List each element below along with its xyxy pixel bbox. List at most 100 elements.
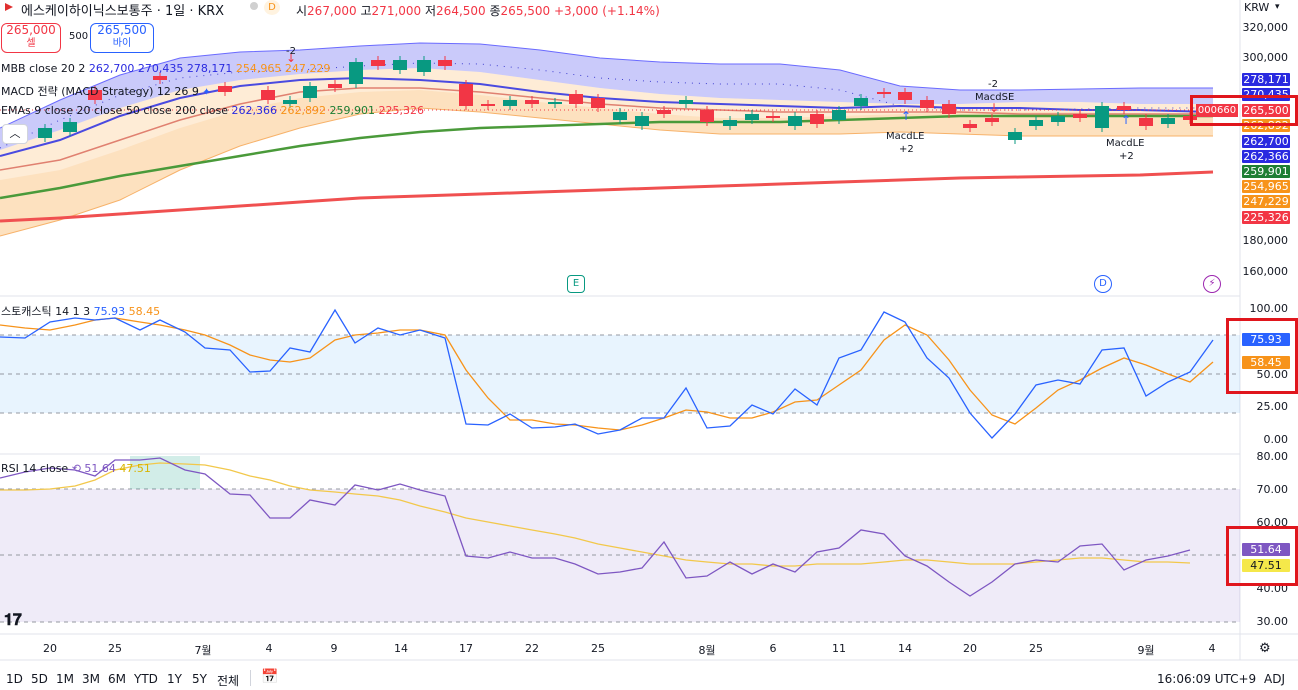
dividend-event-icon[interactable]: D: [1094, 275, 1112, 293]
candle-body: [635, 116, 649, 126]
legend-mbb-v2: 270,435: [137, 62, 184, 75]
timeframe-all[interactable]: 전체: [217, 674, 240, 688]
timeframe-1m[interactable]: 1M: [56, 672, 74, 686]
candle-body: [1029, 120, 1043, 126]
legend-mbb-v5: 247,229: [284, 62, 331, 75]
collapse-legend-button[interactable]: ︿: [2, 124, 28, 144]
highlight-box-rsi: [1226, 526, 1298, 586]
timeframe-6m[interactable]: 6M: [108, 672, 126, 686]
low-label: 저: [425, 4, 437, 18]
x-tick: 8월: [698, 644, 716, 657]
legend-emas-v3: 259,901: [329, 104, 376, 117]
x-tick: 14: [394, 642, 408, 655]
delay-badge[interactable]: D: [264, 0, 280, 15]
x-tick: 4: [265, 642, 273, 655]
stoch-tick: 50.00: [1256, 368, 1289, 381]
sparkle-icon: ✦: [202, 87, 211, 98]
candle-body: [438, 60, 452, 66]
legend-stoch-name: 스토캐스틱 14 1 3: [1, 305, 91, 318]
candle-body: [898, 92, 912, 100]
symbol-header: 에스케이하이닉스보통주 · 1일 · KRX D 시267,000 고271,0…: [0, 0, 1280, 19]
price-badge-mbb-upper: 278,171: [1242, 73, 1290, 86]
candle-body: [1161, 118, 1175, 124]
rsi-tick: 80.00: [1256, 450, 1289, 463]
candle-body: [283, 100, 297, 104]
candle-body: [218, 86, 232, 92]
rsi-overbought-fill: [130, 456, 200, 489]
candle-body: [766, 116, 780, 118]
signal-arrow-icon: ↑: [1121, 113, 1131, 127]
x-tick: 7월: [194, 644, 212, 657]
legend-rsi[interactable]: RSI 14 close ⟲ 51.64 47.51: [1, 462, 151, 475]
signal-arrow-icon: ↓: [286, 51, 296, 65]
rsi-line: [0, 457, 1191, 597]
earnings-event-icon[interactable]: E: [567, 275, 585, 293]
timeframe-ytd[interactable]: YTD: [134, 672, 158, 686]
toolbar-divider: [250, 670, 251, 686]
close-value: 265,500: [500, 4, 551, 18]
candle-body: [1073, 114, 1087, 118]
high-label: 고: [360, 4, 372, 18]
symbol-title[interactable]: 에스케이하이닉스보통주 · 1일 · KRX: [21, 4, 225, 19]
candle-body: [1117, 106, 1131, 110]
candle-body: [153, 76, 167, 80]
legend-mbb-v4: 254,965: [235, 62, 282, 75]
legend-mbb[interactable]: MBB close 20 2 262,700 270,435 278,171 2…: [1, 62, 330, 75]
candle-body: [417, 60, 431, 72]
x-tick: 22: [525, 642, 539, 655]
chevron-down-icon[interactable]: ▾: [1275, 2, 1280, 12]
tradingview-logo-icon[interactable]: 𝟏𝟕: [4, 610, 22, 629]
refresh-icon[interactable]: ⟲: [71, 462, 81, 475]
timeframe-1y[interactable]: 1Y: [167, 672, 182, 686]
legend-rsi-name: RSI 14 close: [1, 462, 69, 475]
legend-mbb-name: MBB close 20 2: [1, 62, 86, 75]
buy-button[interactable]: 265,500 바이: [90, 23, 154, 53]
candle-body: [854, 98, 868, 106]
candle-body: [920, 100, 934, 108]
market-status-dot: [250, 2, 258, 10]
calendar-range-icon[interactable]: 📅: [261, 669, 279, 685]
adjust-toggle[interactable]: ADJ: [1264, 672, 1285, 686]
stoch-badge-d: 58.45: [1242, 356, 1290, 369]
sell-button[interactable]: 265,000 셀: [1, 23, 61, 53]
candle-body: [1095, 106, 1109, 128]
x-tick: 4: [1208, 642, 1216, 655]
open-value: 267,000: [307, 4, 357, 18]
candle-body: [788, 116, 802, 126]
rsi-tick: 70.00: [1256, 483, 1289, 496]
high-value: 271,000: [371, 4, 422, 18]
signal-label: MacdLE: [886, 131, 925, 142]
legend-mbb-v3: 278,171: [186, 62, 233, 75]
clock-readout[interactable]: 16:06:09 UTC+9: [1157, 672, 1257, 686]
candle-body: [700, 110, 714, 122]
rsi-tick: 60.00: [1256, 516, 1289, 529]
ema50-line: [0, 114, 1213, 200]
timeframe-3m[interactable]: 3M: [82, 672, 100, 686]
legend-macd[interactable]: MACD 전략 (MACD Strategy) 12 26 9 ✦: [1, 83, 211, 99]
signal-label: MacdSE: [975, 92, 1015, 103]
stoch-k-line: [0, 308, 1214, 439]
price-tick: 320,000: [1242, 21, 1289, 34]
x-tick: 25: [591, 642, 605, 655]
close-label: 종: [489, 4, 501, 18]
timeframe-5d[interactable]: 5D: [31, 672, 48, 686]
timeframe-5y[interactable]: 5Y: [192, 672, 207, 686]
candle-body: [1139, 118, 1153, 126]
candle-body: [613, 112, 627, 120]
x-tick: 17: [459, 642, 473, 655]
settings-icon[interactable]: ⚙: [1259, 641, 1271, 656]
price-badge-ema9: 262,366: [1242, 150, 1290, 163]
currency-label[interactable]: KRW: [1244, 1, 1270, 14]
x-tick: 25: [1029, 642, 1043, 655]
mbb-upper-line: [0, 42, 1213, 129]
legend-stoch[interactable]: 스토캐스틱 14 1 3 75.93 58.45: [1, 303, 160, 319]
price-tick: 300,000: [1242, 51, 1289, 64]
candle-body: [481, 104, 495, 106]
signal-arrow-icon: ↓: [989, 101, 999, 115]
legend-stoch-k: 75.93: [93, 305, 126, 318]
rsi-badge-ma: 47.51: [1242, 559, 1290, 572]
timeframe-1d[interactable]: 1D: [6, 672, 23, 686]
split-event-icon[interactable]: ⚡: [1203, 275, 1221, 293]
legend-emas[interactable]: EMAs 9 close 20 close 50 close 200 close…: [1, 104, 424, 117]
